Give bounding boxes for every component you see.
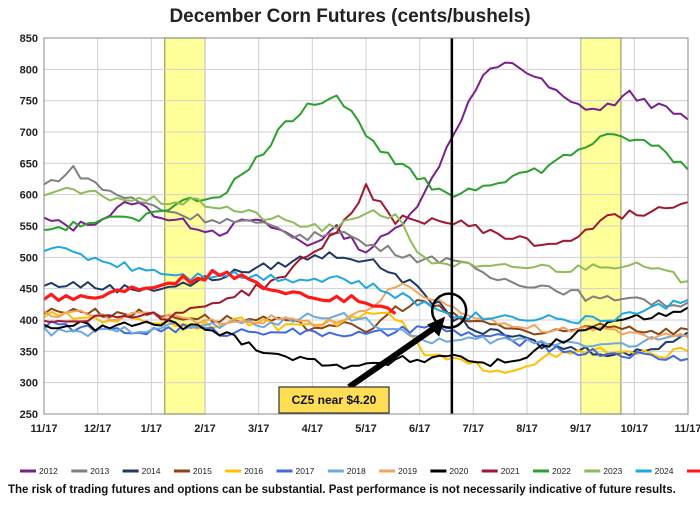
x-tick-label: 5/17	[355, 423, 376, 435]
legend-label-2021: 2021	[501, 466, 520, 476]
series-line-2018	[43, 311, 689, 348]
x-tick-label: 8/17	[516, 423, 537, 435]
series-line-2021	[43, 183, 689, 324]
series-line-2014	[43, 251, 689, 358]
x-tick-label: 11/17	[31, 423, 58, 435]
legend: 2012 2013 2014 2015 2016 2017 2018 2019 2020 2021…	[20, 466, 700, 476]
series-line-2022	[43, 94, 689, 232]
y-tick-label: 250	[20, 409, 38, 421]
y-tick-label: 550	[20, 221, 38, 233]
callout-box	[278, 386, 390, 414]
legend-label-2020: 2020	[449, 466, 468, 476]
legend-label-2022: 2022	[552, 466, 571, 476]
series-line-2025	[43, 268, 397, 315]
series-lines	[43, 61, 689, 374]
x-tick-label: 9/17	[570, 423, 591, 435]
legend-label-2023: 2023	[603, 466, 622, 476]
callout-arrow-shaft	[347, 322, 441, 390]
callout-circle	[430, 292, 468, 329]
x-tick-label: 12/17	[84, 423, 112, 435]
y-tick-label: 450	[20, 284, 38, 296]
x-tick-label: 6/17	[409, 423, 430, 435]
disclaimer-note: The risk of trading futures and options …	[8, 484, 676, 496]
axes: 250 300 350 400 450 500 550 600 650 700 750 800 850 1…	[20, 33, 700, 435]
y-tick-label: 650	[20, 158, 38, 170]
x-tick-label: 3/17	[248, 423, 269, 435]
callout-arrow-head	[427, 316, 446, 337]
legend-label-2012: 2012	[39, 466, 58, 476]
legend-label-2016: 2016	[244, 466, 263, 476]
x-tick-label: 4/17	[302, 423, 323, 435]
y-tick-label: 750	[20, 96, 38, 108]
legend-label-2024: 2024	[655, 466, 674, 476]
y-tick-label: 850	[20, 33, 38, 45]
x-tick-label: 7/17	[463, 423, 484, 435]
x-tick-label: 1/17	[141, 423, 162, 435]
y-tick-label: 300	[20, 378, 38, 390]
legend-label-2017: 2017	[296, 466, 315, 476]
y-tick-label: 800	[20, 64, 38, 76]
legend-label-2015: 2015	[193, 466, 212, 476]
legend-label-2013: 2013	[90, 466, 109, 476]
legend-label-2019: 2019	[398, 466, 417, 476]
callout: CZ5 near $4.20	[278, 292, 468, 414]
x-tick-label: 10/17	[621, 423, 649, 435]
plot-frame	[43, 37, 689, 415]
legend-label-2014: 2014	[142, 466, 161, 476]
y-tick-label: 600	[20, 190, 38, 202]
series-line-2012	[43, 61, 689, 254]
series-line-2023	[43, 186, 689, 284]
x-tick-label: 2/17	[194, 423, 215, 435]
series-line-2024	[43, 245, 689, 325]
y-tick-label: 350	[20, 346, 38, 358]
y-tick-label: 500	[20, 252, 38, 264]
callout-label: CZ5 near $4.20	[292, 393, 377, 407]
x-tick-label: 11/17	[675, 423, 700, 435]
chart-title: December Corn Futures (cents/bushels)	[169, 6, 531, 27]
legend-label-2018: 2018	[347, 466, 366, 476]
y-tick-label: 400	[20, 315, 38, 327]
series-line-2020	[43, 306, 689, 370]
y-tick-label: 700	[20, 127, 38, 139]
series-line-2013	[43, 165, 689, 308]
